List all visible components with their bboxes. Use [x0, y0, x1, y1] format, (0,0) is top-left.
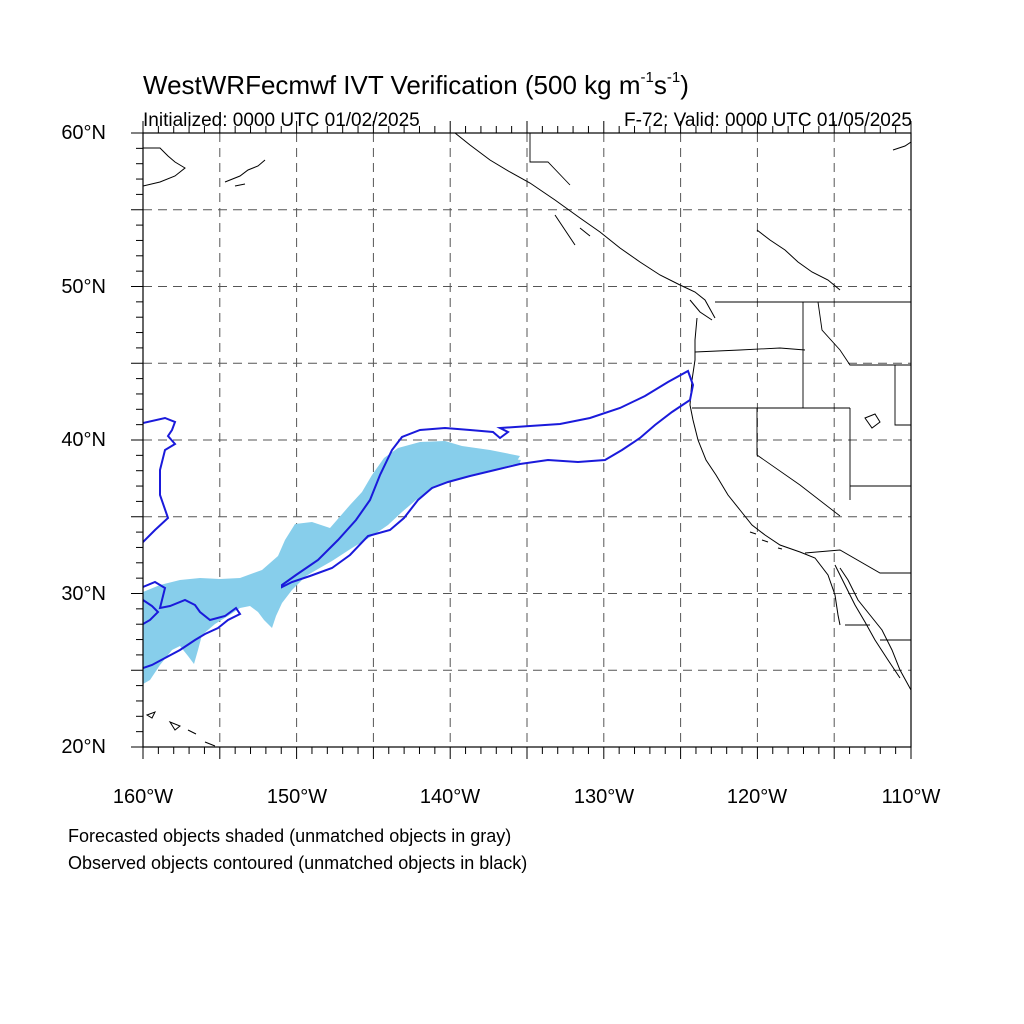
lat-label-40n: 40°N	[61, 429, 106, 451]
observed-object-main	[281, 369, 695, 589]
lon-label-120w: 120°W	[726, 786, 788, 808]
lon-label-150w: 150°W	[266, 786, 328, 808]
footnote-forecast: Forecasted objects shaded (unmatched obj…	[68, 826, 512, 846]
chart-title: WestWRFecmwf IVT Verification (500 kg m-…	[143, 69, 689, 100]
east-coast-bit	[892, 141, 911, 151]
inland-range	[756, 229, 841, 291]
footnote-observed: Observed objects contoured (unmatched ob…	[68, 853, 528, 873]
california-nevada-border	[756, 408, 841, 517]
lon-label-130w: 130°W	[573, 786, 635, 808]
state-borders	[529, 133, 911, 641]
mexico-inner	[845, 624, 911, 641]
lon-label-160w: 160°W	[112, 786, 174, 808]
great-salt-lake	[864, 413, 881, 429]
axis-ticks	[131, 121, 912, 759]
islands-bc	[554, 214, 713, 321]
map-frame	[142, 132, 912, 748]
lon-label-110w: 110°W	[881, 786, 941, 808]
coastlines	[143, 133, 911, 747]
channel-islands	[749, 531, 783, 550]
lon-label-140w: 140°W	[419, 786, 481, 808]
valid-time-label: F-72: Valid: 0000 UTC 01/05/2025	[624, 110, 912, 131]
north-coast	[454, 133, 716, 319]
forecast-object-small	[505, 458, 521, 465]
alaska-canada-border	[529, 133, 571, 186]
initialized-label: Initialized: 0000 UTC 01/02/2025	[143, 110, 420, 131]
lat-label-20n: 20°N	[61, 736, 106, 758]
montana-border	[817, 301, 911, 366]
observed-object-lower	[143, 580, 242, 669]
lat-label-30n: 30°N	[61, 583, 106, 605]
observed-object-stub	[143, 599, 160, 625]
lat-lon-grid	[143, 133, 911, 747]
observed-object-left-edge	[143, 416, 177, 543]
hawaii-islands	[145, 711, 216, 747]
gulf-of-california	[834, 564, 901, 679]
alaska-coast	[143, 147, 186, 187]
us-mexico-border	[804, 549, 911, 574]
baja-california	[839, 567, 911, 691]
lat-label-60n: 60°N	[61, 122, 106, 144]
observed-objects	[143, 369, 695, 669]
us-west-coast	[689, 317, 841, 626]
lat-label-50n: 50°N	[61, 276, 106, 298]
washington-oregon-border	[694, 347, 806, 353]
kodiak-islands	[224, 159, 266, 187]
forecast-objects	[143, 441, 521, 684]
forecast-object-main	[143, 441, 520, 684]
wyoming-border	[894, 365, 911, 426]
